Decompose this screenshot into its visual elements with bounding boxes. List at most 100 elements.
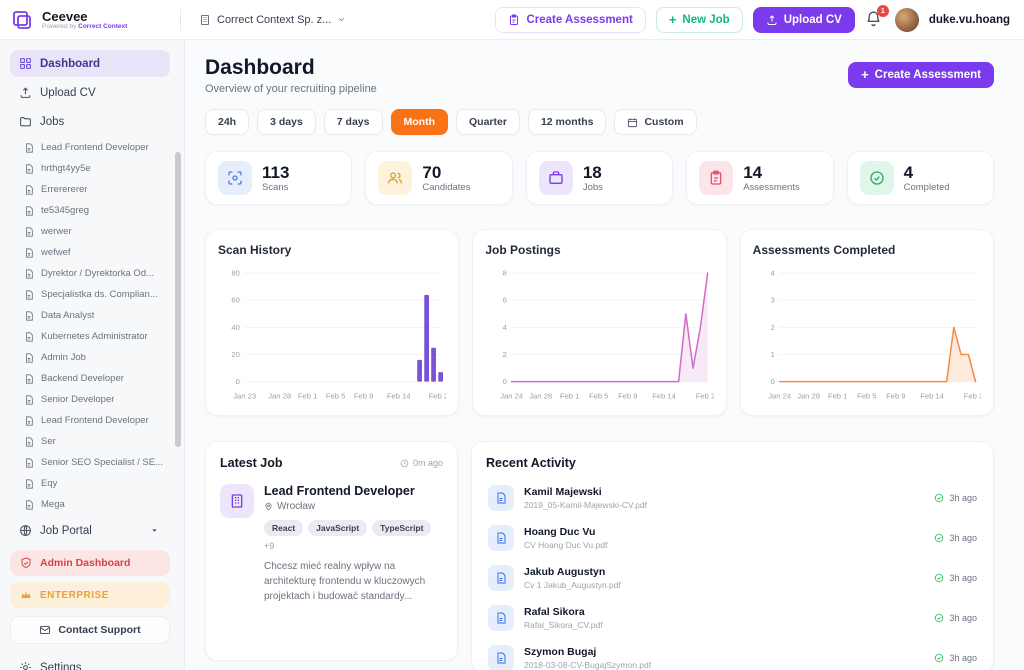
sidebar-job-item[interactable]: Eqy: [20, 473, 170, 494]
activity-time: 3h ago: [934, 573, 977, 583]
time-filter-chip[interactable]: Month: [390, 109, 448, 135]
sidebar-job-item[interactable]: wefwef: [20, 242, 170, 263]
time-filter-chip[interactable]: Quarter: [456, 109, 520, 135]
sidebar-job-item[interactable]: hrthgt4yy5e: [20, 158, 170, 179]
activity-type-icon: [488, 525, 514, 551]
users-icon: [388, 172, 403, 184]
sidebar-job-item[interactable]: Specjalistka ds. Complian...: [20, 284, 170, 305]
activity-type-icon: [488, 605, 514, 631]
assessments-completed-chart: 0 1 2 3 4 Jan 24 Jan 28 Feb 1 Feb 5 Feb 9 Feb 14 Fe…: [753, 259, 981, 411]
activity-row[interactable]: Jakub Augustyn Cv 1 Jakub_Augustyn.pdf 3…: [486, 558, 979, 598]
stat-card-candidates[interactable]: 70 Candidates: [365, 151, 513, 205]
activity-time: 3h ago: [934, 533, 977, 543]
activity-type-icon: [488, 485, 514, 511]
sidebar-job-item[interactable]: werwer: [20, 221, 170, 242]
time-filter-group: 24h 3 days 7 days: [205, 109, 994, 135]
svg-text:Feb 14: Feb 14: [653, 392, 677, 401]
document-icon: [497, 572, 506, 584]
time-filter-chip[interactable]: 12 months: [527, 109, 607, 135]
create-assessment-button[interactable]: Create Assessment: [495, 6, 646, 33]
sidebar-job-item[interactable]: Backend Developer: [20, 368, 170, 389]
chart-title: Assessments Completed: [752, 243, 896, 257]
main-content: Dashboard Overview of your recruiting pi…: [185, 40, 1024, 670]
job-tag[interactable]: JavaScript: [308, 520, 368, 536]
clipboard-icon: [510, 14, 519, 25]
stat-card-assessments[interactable]: 14 Assessments: [686, 151, 834, 205]
sidebar-job-item[interactable]: Errerererer: [20, 179, 170, 200]
sidebar-job-item[interactable]: Ser: [20, 431, 170, 452]
sidebar-job-item[interactable]: Mega: [20, 494, 170, 515]
sidebar-job-item[interactable]: Kubernetes Administrator: [20, 326, 170, 347]
logo[interactable]: Ceevee Powered by Correct Context: [10, 8, 170, 32]
job-location: Wrocław: [264, 501, 443, 512]
upload-cv-button[interactable]: Upload CV: [752, 6, 855, 33]
user-avatar[interactable]: [894, 7, 919, 32]
enterprise-badge[interactable]: ENTERPRISE: [10, 582, 170, 608]
brand-name: Ceevee: [42, 8, 88, 24]
svg-text:3: 3: [770, 296, 774, 305]
time-filter-chip[interactable]: 7 days: [323, 109, 383, 135]
sidebar-item-dashboard[interactable]: Dashboard: [10, 50, 170, 77]
job-description: Chcesz mieć realny wpływ na architekturę…: [264, 561, 426, 602]
username: duke.vu.hoang: [928, 13, 1010, 26]
activity-row[interactable]: Kamil Majewski 2019_05-Kamil-Majewski-CV…: [486, 478, 979, 518]
create-assessment-button-main[interactable]: + Create Assessment: [848, 62, 994, 88]
sidebar-job-item[interactable]: Data Analyst: [20, 305, 170, 326]
location-pin-icon: [265, 502, 272, 511]
stat-card-completed[interactable]: 4 Completed: [846, 151, 995, 205]
check-circle-icon: [935, 533, 944, 543]
sidebar-item-job-portal[interactable]: Job Portal: [10, 517, 170, 544]
more-tags[interactable]: +9: [264, 541, 275, 551]
time-filter-chip[interactable]: 24h: [205, 109, 250, 135]
sidebar-item-settings[interactable]: Settings: [10, 654, 170, 670]
job-tag[interactable]: TypeScript: [372, 520, 432, 536]
contact-support-button[interactable]: Contact Support: [10, 616, 170, 644]
clipboard-icon: [710, 170, 722, 185]
activity-type-icon: [488, 645, 514, 670]
time-filter-chip[interactable]: 3 days: [257, 109, 316, 135]
svg-text:80: 80: [231, 269, 239, 278]
activity-row[interactable]: Szymon Bugaj 2018-03-08-CV-BugajSzymon.p…: [486, 638, 979, 670]
sidebar-job-item[interactable]: Senior Developer: [20, 389, 170, 410]
svg-text:Jan 24: Jan 24: [768, 392, 792, 401]
new-job-button[interactable]: + New Job: [655, 6, 743, 33]
sidebar-item-admin-dashboard[interactable]: Admin Dashboard: [10, 550, 170, 576]
document-icon: [497, 612, 506, 624]
latest-job-title: Latest Job: [220, 456, 283, 470]
workspace-selector[interactable]: Correct Context Sp. z...: [191, 9, 354, 31]
activity-row[interactable]: Rafal Sikora Rafal_Sikora_CV.pdf 3h ago: [486, 598, 979, 638]
chevron-down-icon: [152, 529, 157, 532]
job-tag[interactable]: React: [264, 520, 304, 536]
latest-job-time: 0m ago: [400, 458, 443, 468]
time-filter-chip[interactable]: Custom: [614, 109, 697, 135]
notifications-bell[interactable]: 1: [865, 4, 889, 30]
stat-card-scans[interactable]: 113 Scans: [205, 151, 353, 205]
folder-icon: [20, 117, 31, 127]
svg-text:Feb 1: Feb 1: [560, 392, 579, 401]
sidebar-job-item[interactable]: Lead Frontend Developer: [20, 410, 170, 431]
sidebar-job-item[interactable]: Lead Frontend Developer: [20, 137, 170, 158]
sidebar-job-item[interactable]: Admin Job: [20, 347, 170, 368]
job-title[interactable]: Lead Frontend Developer: [264, 484, 415, 498]
activity-name: Kamil Majewski: [524, 486, 602, 498]
activity-list: Kamil Majewski 2019_05-Kamil-Majewski-CV…: [486, 478, 979, 670]
sidebar-item-upload-cv[interactable]: Upload CV: [10, 79, 170, 106]
activity-row[interactable]: Hoang Duc Vu CV Hoang Duc Vu.pdf 3h ago: [486, 518, 979, 558]
file-icon: [26, 163, 33, 174]
svg-text:1: 1: [770, 350, 774, 359]
svg-text:40: 40: [231, 323, 239, 332]
sidebar-job-item[interactable]: Senior SEO Specialist / SE...: [20, 452, 170, 473]
sidebar-item-jobs[interactable]: Jobs: [10, 108, 170, 135]
sidebar-job-item[interactable]: te5345greg: [20, 200, 170, 221]
file-icon: [26, 457, 33, 468]
sidebar-scrollbar[interactable]: [175, 152, 181, 447]
svg-text:20: 20: [231, 350, 239, 359]
file-icon: [26, 226, 33, 237]
chart-title: Scan History: [218, 243, 292, 257]
svg-text:Feb 9: Feb 9: [886, 392, 905, 401]
sidebar-job-item[interactable]: Dyrektor / Dyrektorka Od...: [20, 263, 170, 284]
stat-card-jobs[interactable]: 18 Jobs: [525, 151, 674, 205]
svg-text:Feb 14: Feb 14: [387, 392, 411, 401]
